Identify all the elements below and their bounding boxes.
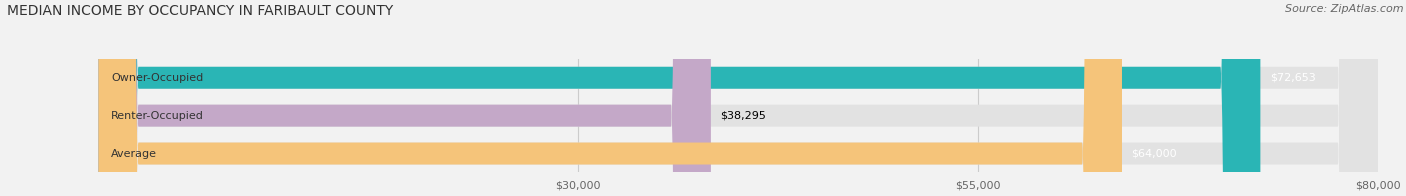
FancyBboxPatch shape [98, 0, 711, 196]
Text: Renter-Occupied: Renter-Occupied [111, 111, 204, 121]
FancyBboxPatch shape [98, 0, 1378, 196]
FancyBboxPatch shape [98, 0, 1378, 196]
Text: $64,000: $64,000 [1132, 149, 1177, 159]
FancyBboxPatch shape [98, 0, 1378, 196]
Text: Average: Average [111, 149, 157, 159]
Text: Source: ZipAtlas.com: Source: ZipAtlas.com [1285, 4, 1403, 14]
FancyBboxPatch shape [98, 0, 1260, 196]
Text: $38,295: $38,295 [720, 111, 766, 121]
Text: $72,653: $72,653 [1270, 73, 1316, 83]
Text: Owner-Occupied: Owner-Occupied [111, 73, 204, 83]
FancyBboxPatch shape [98, 0, 1122, 196]
Text: MEDIAN INCOME BY OCCUPANCY IN FARIBAULT COUNTY: MEDIAN INCOME BY OCCUPANCY IN FARIBAULT … [7, 4, 394, 18]
